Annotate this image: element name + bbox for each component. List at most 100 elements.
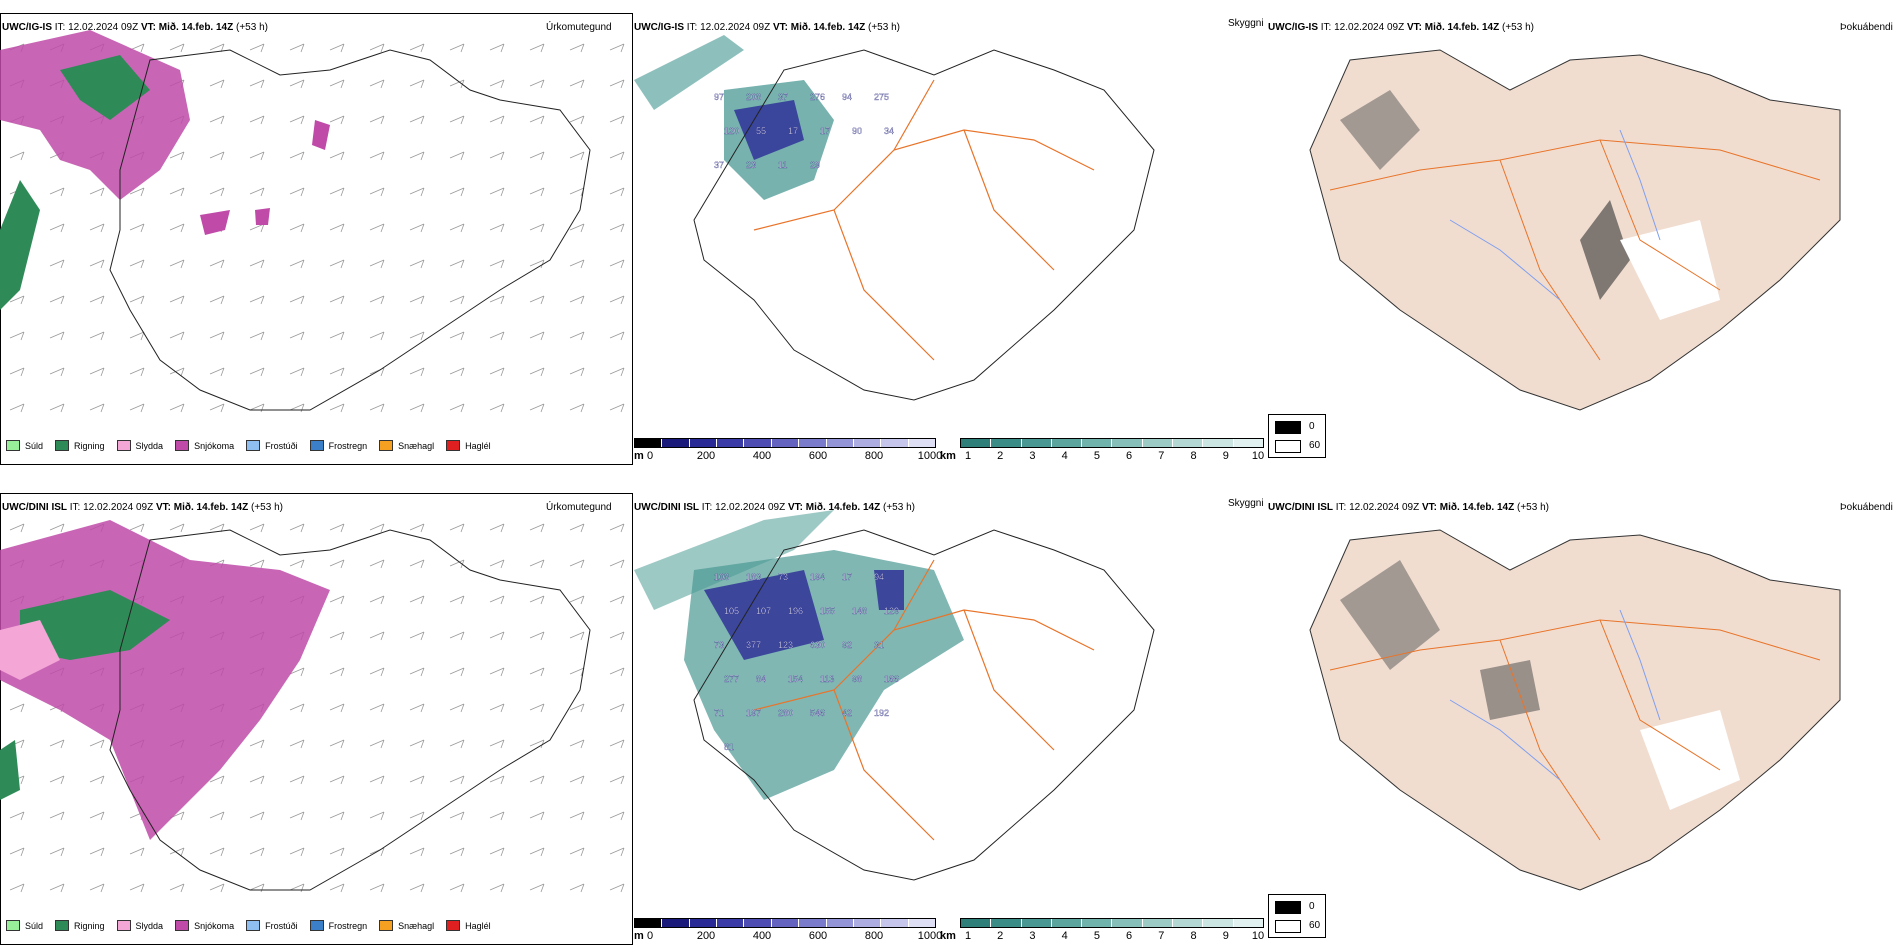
visibility-value-label: 37 [778,92,788,102]
snow-area [0,520,330,840]
precip-legend-swatch [246,440,261,451]
wind-barb [329,223,345,233]
colorbar-cell [689,919,718,927]
wind-barb [49,331,65,341]
visibility-value-label: 208 [746,92,761,102]
wind-barb [529,43,545,53]
wind-barb [169,151,185,161]
visibility-blue [734,100,804,160]
wind-barb [609,187,625,197]
precip-legend-label: Snæhagl [398,440,435,451]
wind-barb [449,223,465,233]
wind-barb [289,523,305,533]
precip-legend-swatch [116,440,131,451]
wind-barb [89,739,105,749]
colorbar-cell [908,919,935,927]
wind-barb [89,367,105,377]
wind-barb [89,811,105,821]
precip-legend-label: Haglél [465,440,491,451]
precip-legend-swatch [309,440,324,451]
precip-legend-item: Haglél [446,440,491,451]
vt-label: VT: [772,22,788,33]
wind-barb [449,595,465,605]
wind-barb [489,43,505,53]
wind-barb [609,331,625,341]
lead-time: (+53 h) [1517,502,1549,513]
wind-barb [489,667,505,677]
colorbar-tick: 0 [646,450,654,462]
wind-barb [409,367,425,377]
wind-barb [489,223,505,233]
wind-barb-field [9,43,625,413]
visibility-value-label: 37 [714,160,724,170]
visibility-value-label: 17 [788,126,798,136]
colorbar-tick: 400 [752,450,772,462]
colorbar-tick: 9 [1222,450,1229,462]
wind-barb [369,523,385,533]
wind-barb [129,187,145,197]
wind-barb [289,151,305,161]
visibility-value-label: 73 [714,640,724,650]
wind-barb [569,331,585,341]
wind-barb [609,703,625,713]
colorbar-cell [1142,439,1174,447]
colorbar-tick: 0 [646,930,654,942]
wind-barb [609,115,625,125]
it-value: 12.02.2024 09Z [715,502,786,513]
wind-barb [329,151,345,161]
colorbar-tick: 1000 [917,930,943,942]
wind-barb [249,559,265,569]
wind-barb [449,523,465,533]
visibility-value-label: 55 [756,126,766,136]
wind-barb [569,367,585,377]
colorbar-cell [1051,439,1083,447]
fog-dark-2 [1580,200,1630,300]
panel-title-precip: Úrkomutegund [546,22,612,33]
visibility-value-label: 97 [714,92,724,102]
precip-legend-label: Frostúði [265,920,298,931]
wind-barb [89,775,105,785]
wind-barb [529,331,545,341]
teal-band [634,35,744,110]
wind-barb [409,223,425,233]
wind-barb [569,595,585,605]
wind-barb [209,403,225,413]
wind-barb [529,259,545,269]
snow-area-3 [200,210,230,235]
wind-barb [169,523,185,533]
wind-barb [569,403,585,413]
wind-barb [409,187,425,197]
colorbar-tick: 2 [997,450,1004,462]
rivers [1449,129,1661,301]
fog-white [1640,710,1740,810]
snow-area-4 [255,208,270,225]
it-label: IT: [1320,22,1332,33]
wind-barb [609,559,625,569]
it-value: 12.02.2024 09Z [68,22,139,33]
colorbar-tick: 4 [1061,930,1068,942]
colorbar-cell [662,919,690,927]
colorbar-cell [1173,439,1204,447]
wind-barb [609,223,625,233]
wind-barb [489,523,505,533]
wind-barb [9,811,25,821]
wind-barb [489,631,505,641]
wind-barb [529,523,545,533]
wind-barb [209,115,225,125]
wind-barb [489,559,505,569]
wind-barb [129,883,145,893]
wind-barb [129,367,145,377]
wind-barb [209,151,225,161]
visibility-value-label: 98 [852,674,862,684]
wind-barb [409,331,425,341]
wind-barb [289,811,305,821]
visibility-value-label: 17 [820,126,830,136]
wind-barb [49,811,65,821]
precip-map [0,30,625,413]
visibility-value-label: 630 [810,640,825,650]
visibility-map: 108 183 73 194 17 94 105 107 196 155 148 129 73 377 12… [634,510,1155,881]
wind-barb [369,79,385,89]
wind-barb [609,631,625,641]
wind-barb [329,667,345,677]
precip-legend-label: Frostregn [328,920,368,931]
